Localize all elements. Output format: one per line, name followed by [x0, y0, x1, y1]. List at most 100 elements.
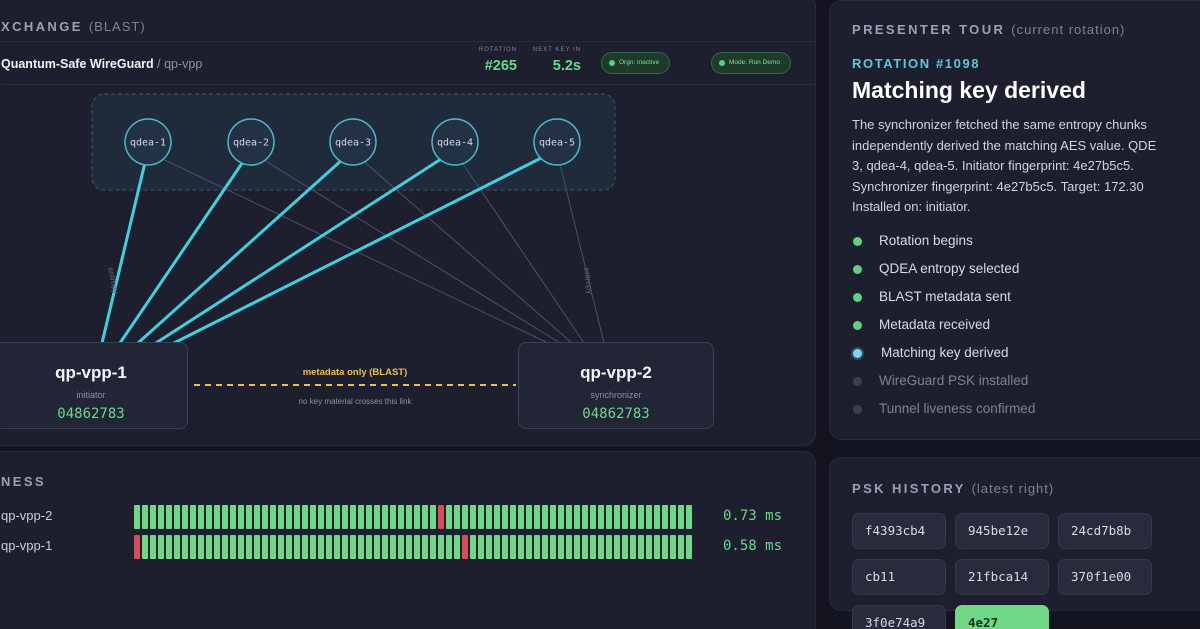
liveness-bar-ok: [246, 535, 252, 559]
breadcrumb: Quantum-Safe WireGuard / qp-vpp: [1, 57, 202, 71]
entropy-links: [100, 148, 605, 345]
tour-step[interactable]: QDEA entropy selected: [852, 260, 1035, 288]
tour-step-current[interactable]: Matching key derived: [852, 344, 1035, 372]
psk-history-panel: PSK HISTORY (latest right) f4393cb4 945b…: [829, 457, 1200, 629]
synchronizer-node[interactable]: qp-vpp-2 synchronizer 04862783: [518, 342, 714, 429]
tour-step[interactable]: BLAST metadata sent: [852, 288, 1035, 316]
liveness-bar-ok: [334, 535, 340, 559]
liveness-bar-ok: [246, 505, 252, 529]
liveness-bar-ok: [630, 505, 636, 529]
liveness-bar-ok: [302, 505, 308, 529]
liveness-bar-ok: [678, 535, 684, 559]
breadcrumb-sub[interactable]: qp-vpp: [164, 57, 203, 71]
liveness-bar-ok: [686, 505, 692, 529]
synchronizer-fingerprint: 04862783: [582, 406, 650, 422]
psk-chip[interactable]: cb11: [852, 559, 946, 595]
qdea-node[interactable]: qdea-1: [124, 118, 172, 166]
psk-history-title-sub: (latest right): [971, 481, 1055, 496]
psk-chip[interactable]: 3f0e74a9: [852, 605, 946, 629]
liveness-bar-ok: [174, 535, 180, 559]
liveness-bar-failed: [134, 535, 140, 559]
next-key-label: NEXT KEY IN: [532, 47, 581, 53]
liveness-bar-ok: [390, 535, 396, 559]
liveness-bar-ok: [550, 535, 556, 559]
liveness-bar-ok: [606, 535, 612, 559]
liveness-bar-ok: [374, 535, 380, 559]
initiator-node[interactable]: qp-vpp-1 initiator 04862783: [0, 342, 188, 429]
liveness-bar-ok: [230, 505, 236, 529]
initiator-entropy-link: [100, 148, 150, 345]
liveness-bar-ok: [390, 505, 396, 529]
liveness-bar-ok: [422, 535, 428, 559]
liveness-bar-ok: [598, 505, 604, 529]
qdea-node[interactable]: qdea-3: [329, 118, 377, 166]
qdea-label: qdea-1: [130, 138, 166, 149]
qdea-node[interactable]: qdea-5: [533, 118, 581, 166]
initiator-fingerprint: 04862783: [57, 406, 125, 422]
qdea-label: qdea-4: [437, 138, 473, 149]
liveness-bar-ok: [398, 505, 404, 529]
status-pill-mode[interactable]: Mode: Run Demo: [711, 52, 791, 74]
liveness-bar-ok: [526, 535, 532, 559]
liveness-bar-ok: [278, 505, 284, 529]
liveness-bar-ok: [270, 535, 276, 559]
liveness-bar-ok: [150, 505, 156, 529]
liveness-bar-ok: [486, 505, 492, 529]
qdea-node[interactable]: qdea-2: [227, 118, 275, 166]
initiator-entropy-link: [172, 148, 559, 345]
rotation-stat: ROTATION #265: [477, 47, 517, 74]
entropy-label-right: entropy: [582, 267, 595, 295]
psk-chip[interactable]: 945be12e: [955, 513, 1049, 549]
liveness-bar-ok: [134, 505, 140, 529]
liveness-bar-ok: [638, 505, 644, 529]
psk-chip[interactable]: 24cd7b8b: [1058, 513, 1152, 549]
liveness-bar-ok: [214, 535, 220, 559]
liveness-bar-ok: [646, 505, 652, 529]
step-label: Metadata received: [879, 317, 991, 332]
liveness-bar-ok: [542, 505, 548, 529]
liveness-row-name: qp-vpp-2: [1, 508, 53, 523]
breadcrumb-main[interactable]: Quantum-Safe WireGuard: [1, 57, 154, 71]
sync-entropy-link: [250, 151, 561, 344]
liveness-bar-ok: [206, 505, 212, 529]
liveness-panel: NESS qp-vpp-2 0.73 ms qp-vpp-1 0.58 ms: [0, 451, 816, 629]
liveness-bar-ok: [254, 535, 260, 559]
qdea-label: qdea-2: [233, 138, 269, 149]
liveness-bar-ok: [182, 535, 188, 559]
liveness-bar-ok: [454, 505, 460, 529]
liveness-bar-ok: [382, 505, 388, 529]
step-label: QDEA entropy selected: [879, 261, 1020, 276]
liveness-bar-ok: [430, 505, 436, 529]
liveness-bar-ok: [582, 535, 588, 559]
tour-step[interactable]: WireGuard PSK installed: [852, 372, 1035, 400]
liveness-bar-ok: [142, 505, 148, 529]
liveness-bar-ok: [270, 505, 276, 529]
psk-chip[interactable]: f4393cb4: [852, 513, 946, 549]
status-pill-origin[interactable]: Orgn: inactive: [601, 52, 671, 74]
liveness-bar-ok: [582, 505, 588, 529]
liveness-bar-ok: [574, 535, 580, 559]
liveness-latency: 0.58 ms: [723, 538, 783, 554]
key-exchange-header: Quantum-Safe WireGuard / qp-vpp ROTATION…: [1, 41, 817, 85]
sync-entropy-link: [352, 151, 573, 344]
psk-chips: f4393cb4 945be12e 24cd7b8b cb11 21fbca14…: [852, 513, 1200, 629]
step-status-icon: [853, 321, 862, 330]
liveness-bar-ok: [406, 535, 412, 559]
tour-step[interactable]: Tunnel liveness confirmed: [852, 400, 1035, 428]
qdea-node[interactable]: qdea-4: [431, 118, 479, 166]
step-status-icon: [853, 293, 862, 302]
tour-step[interactable]: Metadata received: [852, 316, 1035, 344]
sync-entropy-link: [454, 151, 585, 344]
liveness-bar-ok: [502, 505, 508, 529]
liveness-bar-ok: [278, 535, 284, 559]
psk-chip[interactable]: 21fbca14: [955, 559, 1049, 595]
liveness-bar-ok: [646, 535, 652, 559]
psk-chip[interactable]: 370f1e00: [1058, 559, 1152, 595]
psk-chip-latest[interactable]: 4e27: [955, 605, 1049, 629]
liveness-bar-ok: [502, 535, 508, 559]
liveness-bar-ok: [358, 505, 364, 529]
liveness-row-name: qp-vpp-1: [1, 538, 53, 553]
synchronizer-role: synchronizer: [590, 390, 642, 400]
tour-step[interactable]: Rotation begins: [852, 232, 1035, 260]
next-key-value: 5.2s: [552, 58, 581, 74]
